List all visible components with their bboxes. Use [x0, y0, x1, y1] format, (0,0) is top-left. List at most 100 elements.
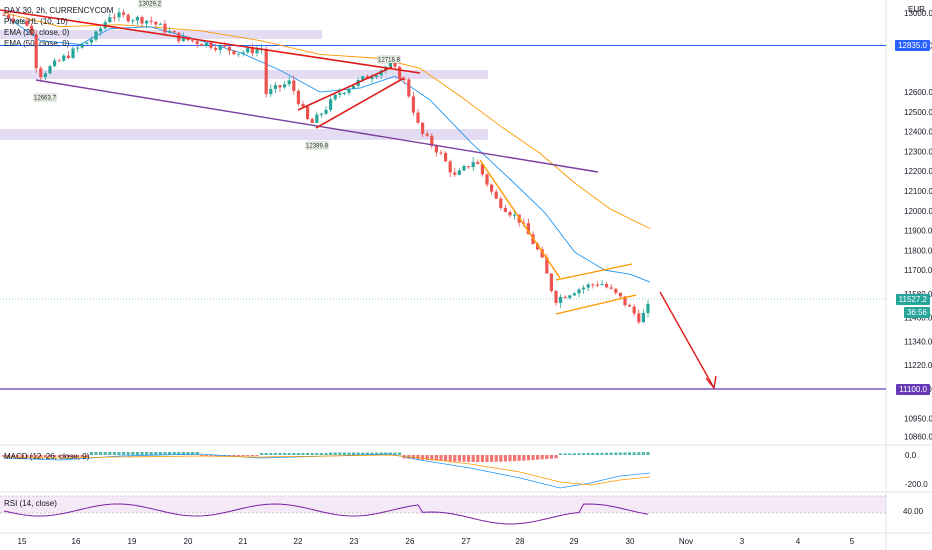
macd-bar — [172, 452, 176, 455]
candle-body — [214, 47, 218, 50]
time-axis[interactable]: 15 16 19 20 21 22 23 26 27 28 29 30 Nov 3 4 5 — [18, 537, 855, 546]
rsi-line — [3, 503, 649, 525]
candle-body — [310, 119, 314, 123]
macd-bar — [241, 455, 245, 456]
macd-bar — [628, 452, 632, 455]
legend-ema20[interactable]: EMA (20, close, 0) — [4, 28, 69, 38]
candle-body — [388, 61, 392, 67]
macd-bar — [264, 453, 268, 455]
price-tick: 12400.0 — [904, 128, 932, 137]
macd-bar — [89, 452, 93, 455]
candle-body — [402, 78, 406, 80]
svg-text:12718.8: 12718.8 — [378, 58, 400, 64]
candle-body — [434, 145, 438, 153]
candle-body — [200, 44, 204, 46]
macd-lines-path — [3, 454, 651, 486]
time-tick: 5 — [850, 537, 855, 546]
legend-symbol[interactable]: DAX 30, 2h, CURRENCYCOM — [4, 6, 113, 16]
macd-bar — [416, 455, 420, 460]
candle-body — [172, 31, 176, 33]
macd-tick-0: 0.0 — [905, 451, 917, 460]
legend-pivots[interactable]: Pivots HL (10, 10) — [4, 17, 68, 27]
candle-body — [342, 92, 346, 94]
macd-bar — [370, 452, 374, 455]
price-tick: 13000.0 — [904, 9, 932, 18]
candle-body — [163, 23, 167, 33]
candle-body — [126, 14, 130, 22]
macd-bar — [48, 455, 52, 457]
macd-bar — [595, 452, 599, 455]
candle-body — [591, 284, 595, 286]
candle-body — [278, 85, 282, 88]
candle-body — [379, 70, 383, 76]
candle-body — [361, 76, 365, 81]
macd-bar — [177, 452, 181, 455]
macd-bar — [232, 455, 236, 456]
candle-body — [85, 42, 89, 45]
price-tick: 12200.0 — [904, 167, 932, 176]
rising-wedge-upper[interactable] — [297, 66, 393, 111]
svg-text:12663.7: 12663.7 — [34, 96, 56, 102]
macd-bar — [237, 455, 241, 456]
legend-ema50[interactable]: EMA (50, close, 0) — [4, 39, 69, 49]
macd-bar — [425, 455, 429, 461]
candle-body — [421, 122, 425, 134]
macd-bar — [269, 453, 273, 455]
candle-body — [467, 166, 471, 168]
macd-bar — [71, 455, 75, 457]
rising-wedge-lower[interactable] — [315, 77, 405, 129]
trendline-purple-support[interactable] — [35, 79, 599, 173]
candle-body — [66, 55, 70, 58]
candle-body — [586, 284, 590, 288]
candle-body — [572, 293, 576, 296]
macd-bar — [609, 452, 613, 455]
candle-body — [457, 170, 461, 175]
macd-bar — [329, 452, 333, 455]
macd-bar — [375, 452, 379, 455]
candle-body — [329, 99, 333, 110]
macd-bar — [453, 455, 457, 462]
macd-bar — [430, 455, 434, 461]
macd-bar — [310, 453, 314, 455]
candle-body — [338, 92, 342, 95]
macd-bar — [7, 455, 11, 457]
candle-body — [71, 48, 75, 58]
macd-bar — [444, 455, 448, 462]
candle-body — [80, 44, 84, 48]
macd-bar — [181, 452, 185, 455]
candle-body — [559, 296, 563, 303]
macd-bar — [352, 452, 356, 455]
flag-pole[interactable] — [479, 159, 561, 279]
macd-bar — [568, 453, 572, 455]
candle-body — [444, 153, 448, 162]
macd-bar — [490, 455, 494, 462]
candle-body — [43, 73, 47, 78]
candle-body — [347, 89, 351, 93]
macd-bar — [361, 452, 365, 455]
candle-body — [582, 287, 586, 290]
trendline-red-resistance[interactable] — [0, 9, 421, 74]
candle-body — [499, 198, 503, 208]
macd-bar — [499, 455, 503, 462]
rsi-label[interactable]: RSI (14, close) — [4, 499, 57, 508]
macd-bar — [448, 455, 452, 462]
candle-body — [324, 109, 328, 114]
projection-arrow[interactable] — [659, 291, 717, 390]
time-tick: 4 — [796, 537, 801, 546]
macd-bar — [2, 455, 6, 457]
candle-body — [352, 85, 356, 90]
macd-label[interactable]: MACD (12, 26, close, 9) — [4, 452, 90, 461]
flag-lower[interactable] — [555, 294, 637, 315]
flag-upper[interactable] — [555, 263, 633, 281]
candle-body — [135, 17, 139, 21]
macd-bar — [214, 455, 218, 456]
price-axis[interactable]: 13000.012835.012600.012500.012400.012300… — [904, 9, 932, 442]
macd-bar — [135, 452, 139, 455]
macd-bar — [536, 455, 540, 460]
macd-bar — [301, 453, 305, 455]
candle-body — [471, 162, 475, 168]
candle-body — [204, 42, 208, 46]
ema50-line — [3, 12, 651, 230]
candle-body — [25, 20, 29, 26]
